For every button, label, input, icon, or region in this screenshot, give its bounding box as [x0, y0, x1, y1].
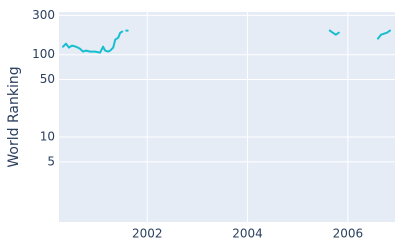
x-tick-label: 2002 [132, 227, 163, 241]
x-tick-label: 2004 [232, 227, 263, 241]
y-tick-label: 5 [47, 154, 55, 168]
plot-area [59, 12, 395, 222]
y-tick-label: 50 [40, 72, 55, 86]
x-tick-label: 2006 [333, 227, 364, 241]
y-axis-title: World Ranking [6, 66, 22, 167]
line-series [62, 29, 391, 54]
y-tick-label: 100 [32, 47, 55, 61]
y-tick-label: 300 [32, 8, 55, 22]
y-tick-label: 10 [40, 130, 55, 144]
